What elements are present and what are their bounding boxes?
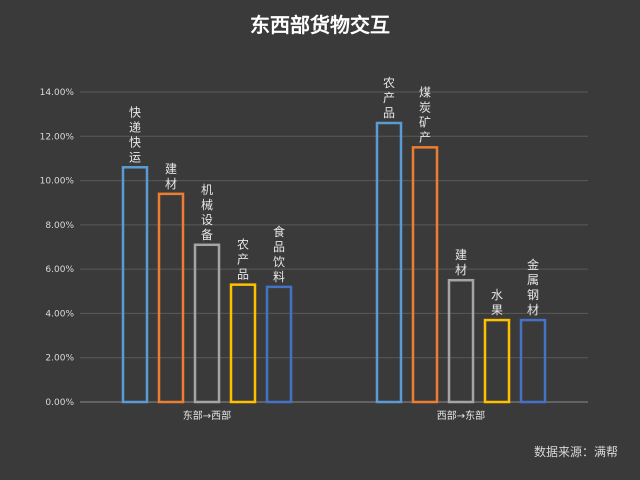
y-tick-label: 6.00%	[45, 265, 74, 275]
x-axis: 东部→西部 西部→东部	[183, 409, 485, 422]
bar-label: 建材	[455, 248, 467, 277]
y-tick-label: 12.00%	[40, 132, 75, 142]
bar	[121, 166, 149, 404]
y-tick-label: 4.00%	[45, 309, 74, 319]
bar-label: 金属钢材	[527, 257, 539, 317]
y-tick-label: 2.00%	[45, 354, 74, 364]
data-source: 数据来源：满帮	[534, 444, 618, 459]
y-tick-label: 10.00%	[40, 177, 75, 187]
bar-label: 水果	[491, 288, 503, 317]
bar	[519, 318, 547, 404]
bar-label: 农产品	[383, 76, 395, 120]
chart-title: 东西部货物交互	[250, 13, 390, 37]
bar	[375, 121, 403, 404]
bar	[229, 283, 257, 404]
bar	[483, 318, 511, 404]
bar-label: 农产品	[237, 238, 249, 282]
bars	[121, 121, 547, 404]
bar-label: 建材	[165, 162, 177, 191]
bar-label: 快递快运	[129, 105, 141, 164]
y-tick-label: 8.00%	[45, 221, 74, 231]
bar	[265, 285, 293, 404]
bar-label: 食品饮料	[273, 224, 285, 284]
y-tick-label: 0.00%	[45, 398, 74, 408]
bar	[193, 243, 221, 404]
category-label: 西部→东部	[437, 409, 485, 422]
grid-layer	[80, 91, 588, 403]
bar-label: 机械设备	[201, 183, 213, 242]
bar	[157, 192, 185, 404]
category-label: 东部→西部	[183, 409, 231, 422]
y-tick-label: 14.00%	[40, 88, 75, 98]
bar	[447, 278, 475, 404]
bar	[411, 146, 439, 404]
bar-label: 煤炭矿产	[419, 85, 431, 144]
y-axis: 0.00% 2.00% 4.00% 6.00% 8.00% 10.00% 12.00% 14.…	[40, 88, 75, 408]
